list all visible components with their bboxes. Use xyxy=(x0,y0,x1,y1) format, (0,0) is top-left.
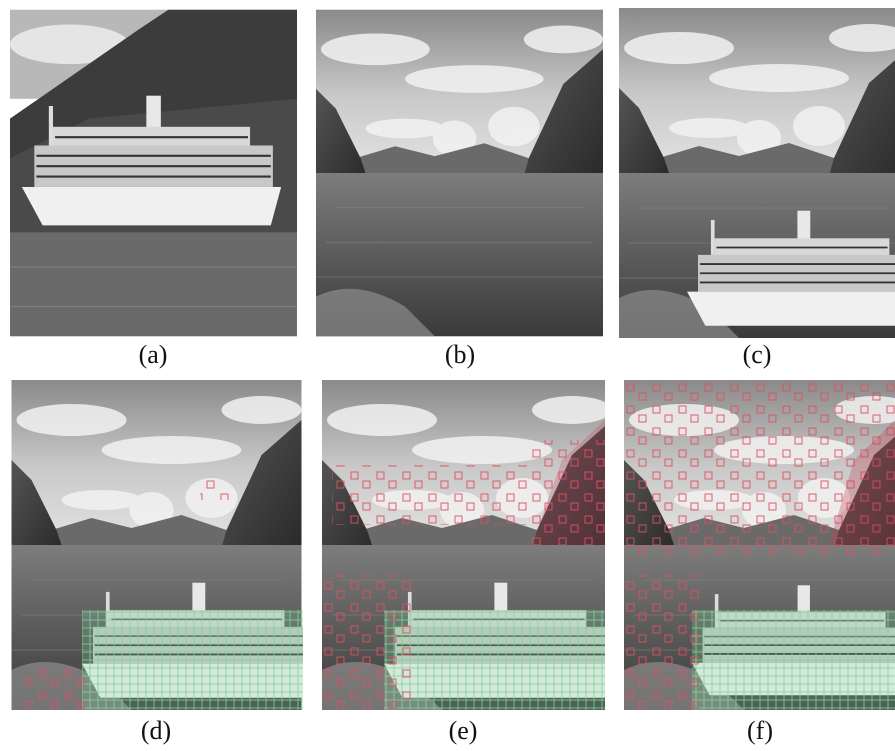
figure: (a) (b) (c) (d) (e) (f) xyxy=(0,0,895,751)
panel-label: (f) xyxy=(747,716,773,745)
panel-image xyxy=(316,10,603,337)
panel-image xyxy=(12,380,313,710)
panel-image xyxy=(624,380,895,710)
panel-image xyxy=(10,10,297,337)
panel-image xyxy=(619,8,895,338)
panel-label: (c) xyxy=(743,340,772,369)
panel-image xyxy=(322,380,614,710)
panel-label: (e) xyxy=(449,716,478,745)
page: (a) (b) (c) (d) (e) (f) (() => { const d… xyxy=(0,0,895,751)
panel-label: (b) xyxy=(445,340,475,369)
panel-label: (d) xyxy=(141,716,171,745)
panel-label: (a) xyxy=(139,340,168,369)
